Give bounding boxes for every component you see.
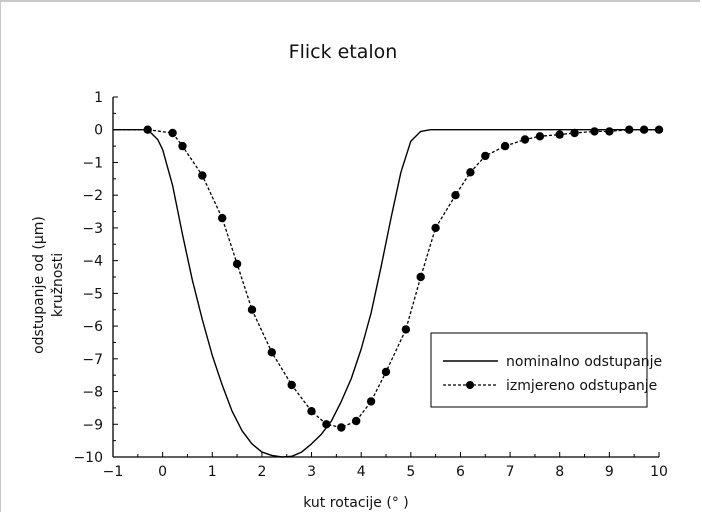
y-ticks: 1 0 −1 −2 −3 −4 −5 −6 −7 −8 −9 −10: [73, 90, 118, 466]
data-point-measured: [555, 130, 564, 139]
data-point-measured: [232, 259, 242, 269]
data-point-measured: [401, 325, 411, 334]
y-tick-label: −5: [82, 286, 103, 302]
y-tick-label: −4: [82, 254, 103, 270]
legend-box: [430, 332, 648, 408]
data-point-measured: [287, 380, 296, 390]
data-point-measured: [337, 423, 346, 432]
data-point-measured: [466, 168, 475, 177]
x-tick-label: 4: [357, 464, 366, 480]
chart-title: Flick etalon: [289, 41, 398, 63]
y-tick-label: −2: [82, 188, 103, 204]
x-tick-label: 0: [158, 464, 167, 480]
x-tick-label: 7: [506, 464, 515, 480]
x-tick-label: 3: [307, 464, 316, 480]
data-point-measured: [198, 171, 207, 180]
x-tick-label: 1: [208, 464, 217, 480]
y-tick-label: 1: [94, 90, 103, 106]
x-tick-label: 6: [456, 464, 465, 480]
data-point-measured: [431, 223, 440, 233]
data-point-measured: [654, 125, 664, 134]
y-axis-label-group: odstupanje od (µm): [31, 216, 47, 354]
legend-marker-measured: [466, 381, 474, 389]
x-tick-label: 9: [605, 464, 614, 480]
data-point-measured: [178, 141, 187, 151]
data-point-measured: [416, 272, 425, 282]
legend: nominalno odstupanje izmjereno odstupanj…: [430, 332, 662, 408]
data-point-measured: [535, 132, 545, 141]
x-tick-label: 10: [650, 464, 668, 480]
y-tick-label: −3: [82, 221, 103, 237]
y-tick-label: −1: [82, 155, 103, 171]
y-tick-label: −9: [82, 417, 103, 433]
y-tick-label: −7: [82, 352, 103, 368]
data-point-measured: [366, 397, 376, 406]
y-tick-label: 0: [94, 123, 103, 139]
data-point-measured: [590, 127, 599, 136]
x-tick-label: −1: [103, 464, 124, 480]
data-point-measured: [481, 151, 490, 161]
series-layer: [113, 125, 664, 458]
data-point-measured: [570, 128, 579, 138]
y-axis-label-group-2: kružnosti: [50, 253, 66, 317]
data-point-measured: [267, 348, 276, 357]
data-point-measured: [639, 125, 649, 134]
series-line-nominal: [113, 128, 659, 458]
data-point-measured: [247, 305, 257, 314]
y-tick-label: −8: [82, 385, 103, 401]
y-tick-label: −10: [73, 450, 103, 466]
data-point-measured: [352, 416, 361, 426]
data-point-measured: [500, 141, 510, 151]
data-point-measured: [307, 407, 316, 416]
x-ticks: −1 0 1 2 3 4 5 6 7 8 9 10: [103, 452, 668, 480]
data-point-measured: [322, 420, 331, 429]
series-line-measured: [113, 129, 659, 429]
data-point-measured: [381, 367, 391, 377]
data-point-measured: [605, 127, 614, 136]
data-point-measured: [218, 213, 227, 223]
data-point-measured: [168, 128, 177, 138]
legend-label-measured: izmjereno odstupanje: [506, 378, 657, 394]
x-axis-label: kut rotacije (° ): [303, 495, 409, 511]
y-axis-label-line1: odstupanje od (µm): [31, 216, 47, 354]
data-point-measured: [451, 191, 460, 200]
data-point-measured: [625, 125, 634, 134]
legend-label-nominal: nominalno odstupanje: [506, 354, 662, 370]
y-axis-label-line2: kružnosti: [50, 253, 66, 317]
x-tick-label: 5: [406, 464, 415, 480]
y-tick-label: −6: [82, 319, 103, 335]
x-tick-label: 8: [555, 464, 564, 480]
data-point-measured: [143, 125, 152, 134]
x-tick-label: 2: [257, 464, 266, 480]
data-point-measured: [520, 135, 530, 144]
